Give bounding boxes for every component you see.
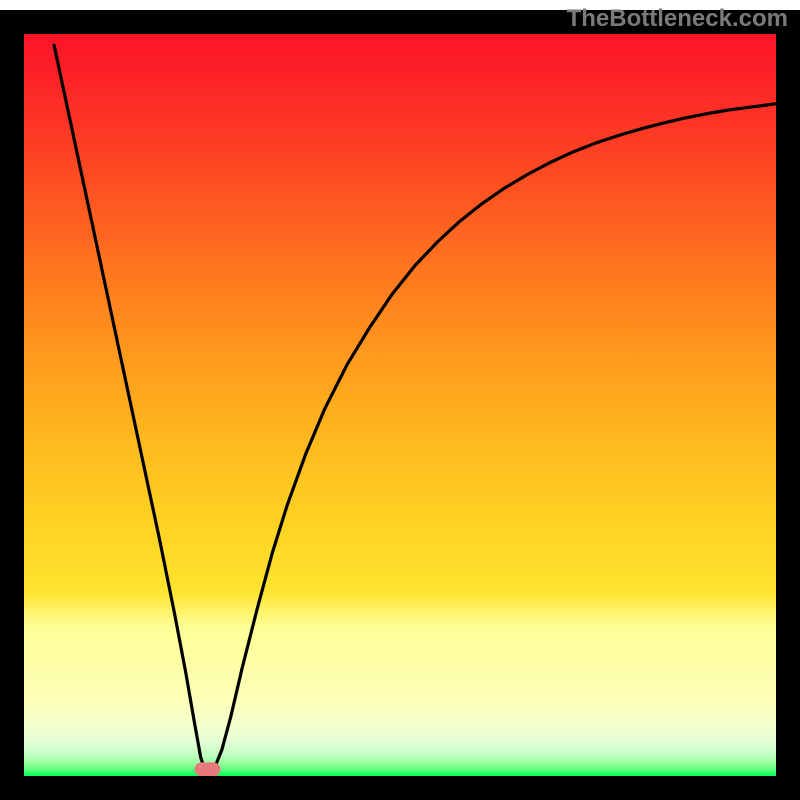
minimum-marker <box>194 762 220 776</box>
bottleneck-chart: TheBottleneck.com <box>0 0 800 800</box>
watermark-text: TheBottleneck.com <box>567 5 788 32</box>
plot-background <box>24 34 776 776</box>
